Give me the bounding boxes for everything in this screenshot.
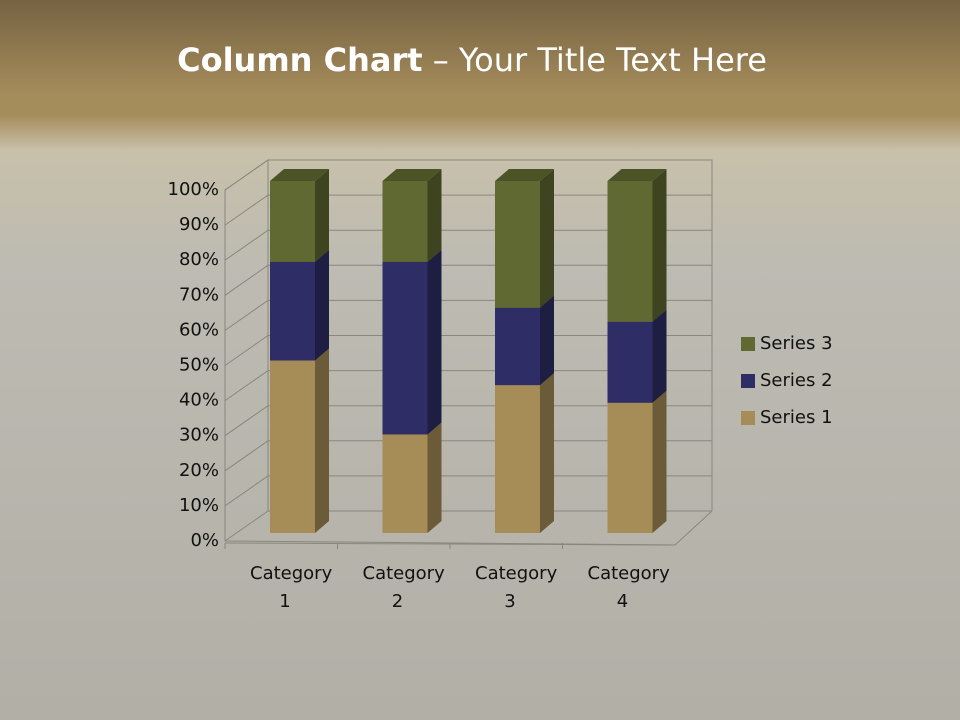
bar-side <box>540 373 554 533</box>
grid-line <box>224 194 712 226</box>
grid-line <box>224 405 712 437</box>
bar-top <box>607 169 667 181</box>
x-tick-label-box: Category 4 <box>587 563 670 612</box>
bar-side <box>540 169 554 308</box>
bar-side <box>315 348 329 533</box>
y-tick-label: 60% <box>179 319 219 340</box>
grid-line <box>224 229 712 261</box>
bar-front <box>270 181 315 262</box>
y-tick-label: 90% <box>179 214 219 235</box>
legend-label: Series 3 <box>760 333 833 354</box>
bar-front <box>607 402 653 533</box>
legend-swatch <box>741 337 755 351</box>
bar-side <box>540 295 554 386</box>
y-tick-label: 80% <box>179 249 219 270</box>
bar-front <box>382 181 428 262</box>
legend-swatch <box>741 411 755 425</box>
title-rest: – Your Title Text Here <box>433 41 767 79</box>
bar-top <box>382 169 442 181</box>
y-tick-label: 70% <box>179 284 219 305</box>
bar-side <box>652 169 667 322</box>
y-tick-label: 50% <box>179 355 219 376</box>
bar-top <box>270 169 329 181</box>
bar-side <box>652 309 667 403</box>
grid-line <box>224 159 712 191</box>
bar-side <box>652 390 667 533</box>
title-bold: Column Chart <box>177 41 422 79</box>
y-tick-label: 40% <box>179 390 219 411</box>
bar-front <box>382 261 428 435</box>
y-tick-label: 0% <box>190 530 219 551</box>
grid-line <box>224 370 712 402</box>
y-tick-label: 10% <box>179 495 219 516</box>
legend-label: Series 2 <box>760 370 833 391</box>
x-tick-label: Category 3 <box>475 563 558 612</box>
x-tick-label-box: Category 3 <box>475 563 558 612</box>
legend-label: Series 1 <box>760 407 833 428</box>
y-tick-label: 20% <box>179 460 219 481</box>
bar-front <box>495 385 540 533</box>
bar-front <box>495 307 540 386</box>
bar-top <box>495 169 554 181</box>
bar-front <box>607 181 653 322</box>
grid-line <box>224 299 712 331</box>
x-tick-label: Category 2 <box>362 563 445 612</box>
bar-side <box>315 249 329 361</box>
bar-side <box>427 249 442 435</box>
grid-line <box>224 440 712 472</box>
grid-line <box>224 264 712 296</box>
grid-line <box>224 335 712 366</box>
bar-side <box>315 169 329 262</box>
chart-title: Column Chart – Your Title Text Here <box>177 41 767 79</box>
bar-front <box>270 261 315 361</box>
x-tick-label-box: Category 1 <box>250 563 333 612</box>
x-tick-label: Category 1 <box>250 563 333 612</box>
bar-front <box>382 434 428 533</box>
x-tick-label: Category 4 <box>587 563 670 612</box>
bar-side <box>427 422 442 533</box>
bar-front <box>270 360 315 533</box>
bar-side <box>427 169 442 262</box>
bar-front <box>607 321 653 403</box>
grid-line <box>224 475 712 507</box>
grid-line <box>224 510 712 542</box>
y-tick-label: 100% <box>168 179 219 200</box>
legend-swatch <box>741 374 755 388</box>
x-tick-label-box: Category 2 <box>362 563 445 612</box>
y-tick-label: 30% <box>179 425 219 446</box>
bar-front <box>495 181 540 308</box>
